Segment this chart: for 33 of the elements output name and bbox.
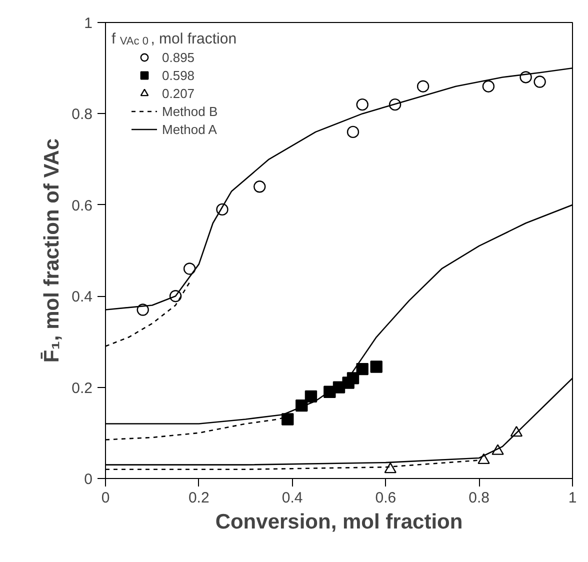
point — [416, 80, 430, 92]
y-tick-label: 0.4 — [72, 288, 93, 306]
x-tick-label: 0.4 — [282, 490, 303, 506]
legend-label: Method B — [162, 104, 218, 118]
point — [482, 80, 495, 92]
point — [534, 76, 546, 88]
y-tick-label: 0 — [84, 471, 92, 488]
y-tick-label: 1 — [84, 15, 92, 32]
point — [478, 453, 490, 464]
legend-label: Method A — [162, 122, 217, 136]
point — [356, 98, 368, 111]
point — [346, 126, 360, 138]
x-axis-title: Conversion, mol fraction — [215, 510, 463, 534]
legend-label: 0.207 — [162, 86, 195, 100]
x-tick-label: 0.2 — [188, 490, 210, 506]
point — [384, 462, 396, 474]
point — [282, 413, 294, 426]
point — [183, 262, 196, 275]
y-axis-title: F̄₁, mol fraction of VAc — [40, 138, 64, 363]
y-tick-label: 0.6 — [72, 197, 93, 214]
x-tick-label: 0 — [101, 490, 110, 506]
point — [370, 360, 382, 373]
x-tick-label: 0.6 — [375, 490, 396, 506]
x-tick-label: 1 — [568, 490, 577, 506]
x-tick-label: 0.8 — [468, 490, 490, 506]
y-tick-label: 0.2 — [72, 380, 93, 397]
legend-label: 0.895 — [162, 50, 195, 64]
legend-label: 0.598 — [162, 68, 195, 82]
point — [304, 390, 318, 403]
line-series — [106, 282, 190, 347]
point — [254, 180, 266, 193]
y-tick-label: 0.8 — [72, 106, 93, 124]
point — [356, 362, 368, 376]
